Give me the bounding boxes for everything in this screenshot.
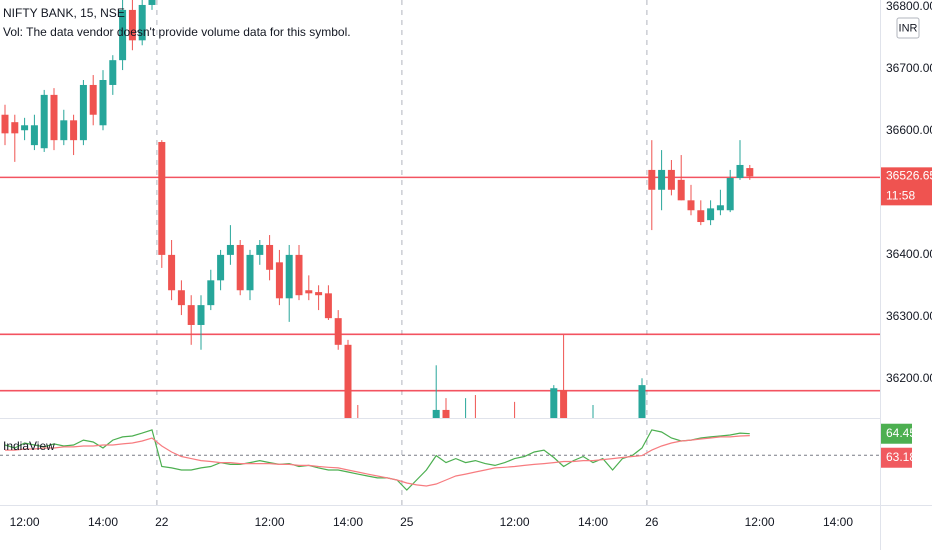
- indicator-value-box: [881, 423, 912, 444]
- candle-body: [560, 390, 568, 418]
- candle-body: [344, 344, 352, 418]
- x-tick-label: 22: [155, 515, 169, 529]
- currency-label[interactable]: INR: [899, 22, 918, 34]
- candle-body: [687, 200, 695, 211]
- candle-body: [315, 292, 323, 296]
- candle-body: [138, 4, 146, 41]
- candle-body: [295, 254, 303, 296]
- y-tick-label: 36400.00: [886, 247, 932, 261]
- x-tick-label: 14:00: [578, 515, 608, 529]
- candle-body: [550, 388, 558, 418]
- indicator-pane: [0, 429, 880, 491]
- chart-title: NIFTY BANK, 15, NSE: [3, 6, 125, 20]
- candle-body: [187, 305, 195, 325]
- indicator-line: [5, 435, 750, 487]
- candle-body: [119, 9, 127, 61]
- candle-body: [266, 244, 274, 270]
- candle-body: [99, 80, 107, 126]
- candle-body: [324, 293, 332, 319]
- x-tick-label: 26: [645, 515, 659, 529]
- x-tick-label: 12:00: [255, 515, 285, 529]
- x-tick-label: 12:00: [10, 515, 40, 529]
- candle-body: [158, 142, 166, 255]
- last-price-box: [881, 167, 932, 206]
- candle-body: [177, 290, 185, 306]
- candle-body: [648, 169, 656, 190]
- indicator-value-label: 63.18: [886, 450, 916, 464]
- candle-body: [667, 169, 675, 190]
- candle-body: [109, 60, 117, 85]
- indicator-title: IndiaView: [3, 439, 55, 453]
- candle-body: [736, 164, 744, 178]
- session-breaks: [156, 0, 648, 505]
- candle-body: [305, 290, 313, 294]
- candle-body: [11, 122, 19, 134]
- countdown-label: 11:58: [886, 189, 915, 203]
- candle-body: [726, 177, 734, 211]
- candle-body: [236, 244, 244, 291]
- candle-body: [128, 9, 136, 41]
- volume-note: Vol: The data vendor doesn't provide vol…: [3, 25, 351, 39]
- x-tick-label: 14:00: [333, 515, 363, 529]
- candle-body: [30, 125, 38, 146]
- candle-body: [658, 169, 666, 190]
- axes: 12:00 14:00 22 12:00 14:00 25 12:00 14:00 26 12:0…: [10, 0, 932, 529]
- x-tick-label: 25: [400, 515, 414, 529]
- x-tick-label: 12:00: [745, 515, 775, 529]
- candle-body: [60, 120, 68, 141]
- candle-body: [442, 409, 450, 418]
- candle-body: [70, 120, 78, 141]
- y-tick-label: 36300.00: [886, 309, 932, 323]
- x-tick-label: 14:00: [823, 515, 853, 529]
- candle-body: [40, 94, 48, 149]
- candle-body: [746, 168, 754, 177]
- candle-body: [275, 262, 283, 299]
- candle-body: [256, 244, 264, 255]
- candle-body: [697, 210, 705, 223]
- x-tick-label: 12:00: [500, 515, 530, 529]
- candle-body: [1, 114, 9, 134]
- candle-body: [638, 385, 646, 418]
- currency-box[interactable]: [896, 17, 920, 39]
- candle-body: [50, 94, 58, 141]
- indicator-value-label: 64.45: [886, 426, 916, 440]
- y-tick-label: 36700.00: [886, 61, 932, 75]
- candle-body: [246, 254, 254, 291]
- indicator-value-box: [881, 447, 912, 468]
- candle-body: [677, 179, 685, 201]
- candle-body: [148, 0, 156, 5]
- candle-body: [89, 84, 97, 115]
- candle-body: [197, 305, 205, 325]
- candle-body: [168, 254, 176, 291]
- candle-body: [79, 84, 87, 141]
- candle-body: [207, 280, 215, 306]
- y-tick-label: 36800.00: [886, 0, 932, 13]
- candle-body: [21, 125, 29, 131]
- candle-body: [226, 244, 234, 255]
- y-tick-label: 36200.00: [886, 371, 932, 385]
- candle-body: [334, 318, 342, 345]
- last-price-label: 36526.65: [886, 169, 932, 183]
- candle-body: [432, 409, 440, 418]
- y-tick-label: 36600.00: [886, 123, 932, 137]
- candle-body: [285, 254, 293, 299]
- candle-body: [716, 205, 724, 211]
- candle-body: [217, 254, 225, 281]
- price-pane: [0, 0, 880, 418]
- x-tick-label: 14:00: [88, 515, 118, 529]
- candle-body: [707, 208, 715, 221]
